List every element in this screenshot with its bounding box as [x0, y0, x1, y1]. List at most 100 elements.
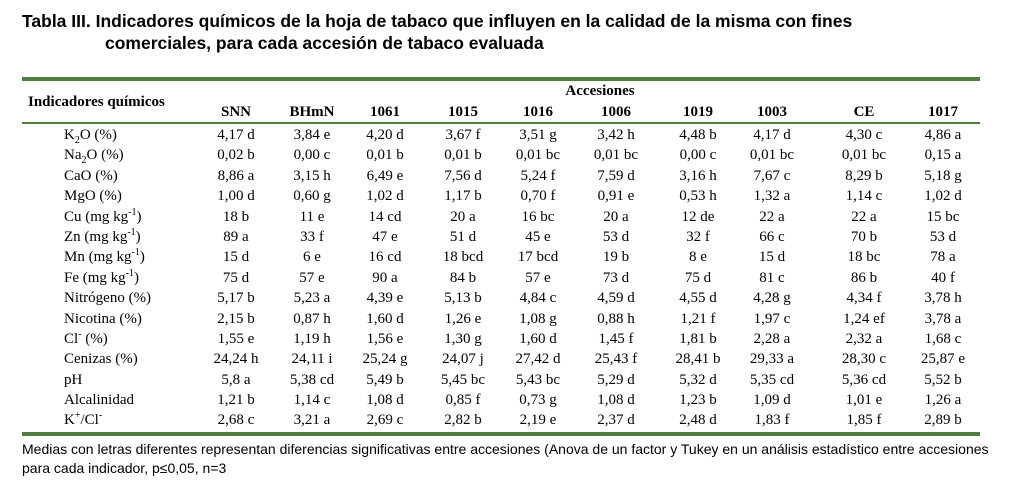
table-cell: 8,29 b: [845, 167, 883, 184]
table-cell: 66 c: [759, 228, 785, 245]
table-cell: 1,21 f: [680, 310, 716, 327]
table-cell: 1,01 e: [845, 392, 883, 409]
table-cell: 53 d: [602, 228, 630, 245]
caption-line-2: comerciales, para cada accesión de tabac…: [105, 33, 544, 53]
table-cell: 0,00 c: [293, 147, 331, 164]
table-cell: 1,24 ef: [843, 310, 885, 327]
row-label-post: O (%): [86, 147, 124, 164]
table-cell: 6 e: [303, 249, 321, 266]
table-cell: 2,48 d: [679, 412, 717, 429]
table-body: K2O (%) 4,17 d 3,84 e 4,20 d 3,67 f 3,51 g 3,4…: [0, 125, 1009, 431]
row-label: Na2O (%): [64, 145, 124, 167]
row-label: Mn (mg kg-1): [64, 247, 145, 267]
table-cell: 3,15 h: [293, 167, 331, 184]
table-caption: Tabla III. Indicadores químicos de la ho…: [22, 10, 1002, 54]
table-cell: 1,09 d: [753, 392, 791, 409]
row-label-pre: K: [64, 127, 75, 143]
table-row: Nitrógeno (%) 5,17 b 5,23 a 4,39 e 5,13 b 4,8…: [0, 288, 1009, 308]
table-cell: 1,14 c: [845, 188, 883, 205]
table-cell: 32 f: [686, 228, 710, 245]
row-label-sup: -1: [125, 267, 135, 279]
table-cell: 4,86 a: [924, 127, 962, 143]
column-header: BHmN: [289, 104, 335, 120]
column-header: 1017: [928, 104, 958, 120]
table-cell: 57 e: [525, 269, 551, 286]
table-cell: 15 d: [222, 249, 250, 266]
row-label-pre: pH: [64, 371, 83, 388]
table-cell: 16 cd: [368, 249, 402, 266]
column-header: 1061: [370, 104, 400, 120]
table-cell: 4,34 f: [846, 290, 882, 307]
table-cell: 3,67 f: [445, 127, 481, 143]
table-cell: 81 c: [759, 269, 785, 286]
table-cell: 4,39 e: [366, 290, 404, 307]
table-cell: 75 d: [684, 269, 712, 286]
row-label-pre: CaO (%): [64, 167, 118, 184]
top-rule: [22, 77, 980, 81]
table-cell: 5,45 bc: [440, 371, 486, 388]
table-cell: 0,00 c: [679, 147, 717, 164]
table-cell: 2,37 d: [597, 412, 635, 429]
table-footnote: Medias con letras diferentes representan…: [22, 441, 989, 476]
table-cell: 0,73 g: [519, 392, 557, 409]
table-row: Mn (mg kg-1) 15 d 6 e 16 cd 18 bcd 17 bcd 19 b…: [0, 247, 1009, 267]
table-cell: 0,01 bc: [749, 147, 795, 164]
table-cell: 73 d: [602, 269, 630, 286]
column-group-label: Accesiones: [565, 83, 635, 99]
row-label-tail: ): [134, 269, 140, 286]
table-cell: 1,26 a: [924, 392, 962, 409]
row-label-post: O (%): [79, 127, 117, 143]
row-label-pre: MgO (%): [64, 188, 122, 205]
column-header: 1019: [683, 104, 713, 120]
table-row: Cu (mg kg-1) 18 b 11 e 14 cd 20 a 16 bc 20 a 12…: [0, 207, 1009, 227]
table-cell: 86 b: [850, 269, 878, 286]
table-cell: 15 bc: [926, 208, 960, 225]
table-cell: 2,32 a: [845, 330, 883, 347]
row-label-pre: Nitrógeno (%): [64, 290, 152, 307]
column-header: 1003: [757, 104, 787, 120]
table-cell: 14 cd: [368, 208, 402, 225]
table-cell: 25,43 f: [594, 351, 638, 368]
column-header: 1016: [523, 104, 553, 120]
row-label-pre: Cu (mg kg: [64, 208, 129, 225]
table-row: CaO (%) 8,86 a 3,15 h 6,49 e 7,56 d 5,24 f 7,5…: [0, 166, 1009, 186]
table-cell: 3,16 h: [679, 167, 717, 184]
table-cell: 22 a: [759, 208, 785, 225]
table-cell: 1,02 d: [924, 188, 962, 205]
table-cell: 5,32 d: [679, 371, 717, 388]
table-cell: 40 f: [931, 269, 955, 286]
row-label-sup: -1: [131, 247, 140, 259]
table-cell: 3,78 h: [924, 290, 962, 307]
table-cell: 20 a: [603, 208, 629, 225]
table-cell: 3,84 e: [293, 127, 331, 143]
table-cell: 5,17 b: [217, 290, 255, 307]
row-label: Zn (mg kg-1): [64, 227, 141, 247]
table-cell: 2,19 e: [519, 412, 557, 429]
row-label: pH: [64, 370, 82, 390]
table-cell: 22 a: [851, 208, 877, 225]
table-cell: 0,60 g: [293, 188, 331, 205]
row-label: CaO (%): [64, 166, 118, 186]
row-label-pre: Na: [64, 147, 82, 164]
table-cell: 5,49 b: [366, 371, 404, 388]
table-cell: 7,67 c: [753, 167, 791, 184]
table-cell: 1,21 b: [217, 392, 255, 409]
table-cell: 1,68 c: [924, 330, 962, 347]
row-label-sub: 2: [81, 155, 87, 167]
row-label-pre: Nicotina (%): [64, 310, 142, 327]
table-cell: 1,08 d: [366, 392, 404, 409]
table-row: K2O (%) 4,17 d 3,84 e 4,20 d 3,67 f 3,51 g 3,4…: [0, 125, 1009, 146]
row-label-pre: Zn (mg kg: [64, 228, 128, 245]
table-cell: 18 bcd: [442, 249, 484, 266]
table-row: pH 5,8 a 5,38 cd 5,49 b 5,45 bc 5,43 bc 5,29 d…: [0, 370, 1009, 390]
row-label-tail: /Cl: [80, 412, 99, 429]
table-cell: 45 e: [525, 228, 551, 245]
table-cell: 25,87 e: [920, 351, 966, 368]
table-cell: 1,32 a: [753, 188, 791, 205]
row-label-sup2: -: [98, 410, 103, 422]
table-cell: 15 d: [758, 249, 786, 266]
table-cell: 24,11 i: [291, 351, 333, 368]
table-cell: 1,83 f: [754, 412, 790, 429]
table-cell: 4,84 c: [519, 290, 557, 307]
table-cell: 0,91 e: [597, 188, 635, 205]
